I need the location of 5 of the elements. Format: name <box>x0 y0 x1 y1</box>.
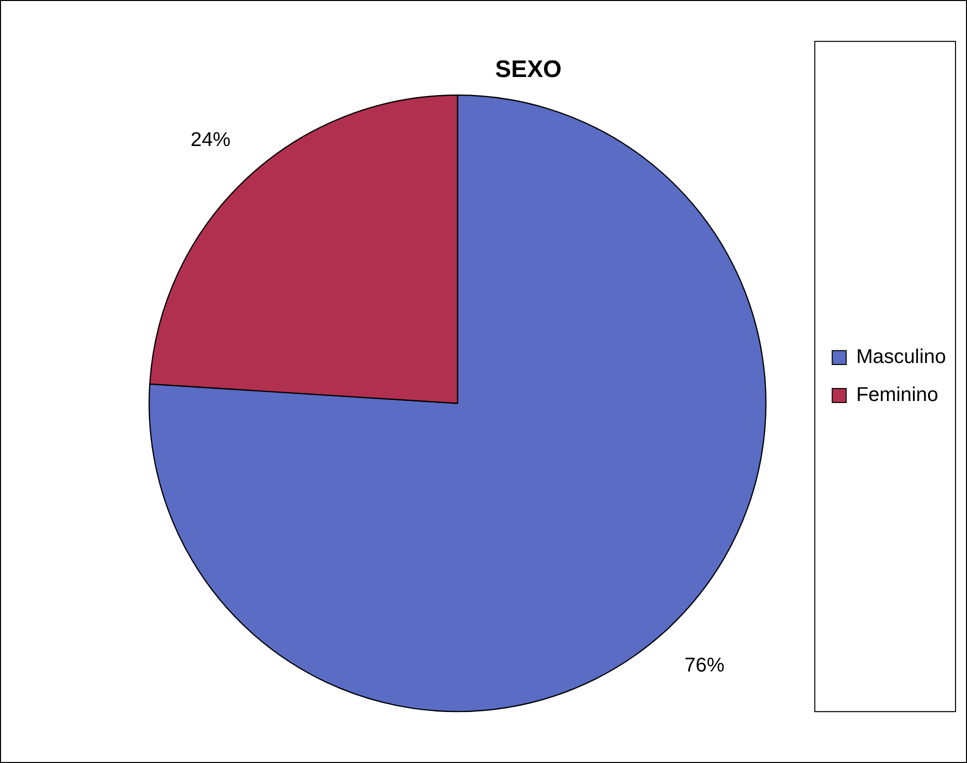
data-label: 76% <box>684 654 725 677</box>
data-label: 24% <box>190 128 231 151</box>
legend-label: Feminino <box>856 384 938 406</box>
legend-label: Masculino <box>856 346 946 368</box>
chart-title: SEXO <box>495 56 562 83</box>
